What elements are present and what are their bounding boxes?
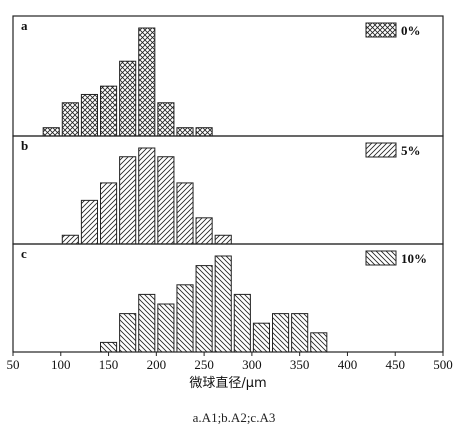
x-tick-label-100: 100 [51, 357, 71, 372]
x-tick-label-500: 500 [433, 357, 453, 372]
panel-label-c: c [21, 246, 27, 261]
x-tick-label-450: 450 [385, 357, 405, 372]
bar-b-270 [214, 234, 232, 245]
bar-b-230 [176, 182, 194, 245]
panel-a: a 0% [12, 15, 444, 137]
bar-a-110 [61, 102, 79, 137]
panel-label-b: b [21, 138, 28, 153]
bar-b-250 [195, 217, 213, 245]
bar-c-150 [100, 341, 118, 353]
bar-c-210 [157, 303, 175, 353]
panel-c: c 10% [12, 243, 444, 353]
bar-c-330 [272, 313, 290, 353]
legend-swatch-c [365, 250, 397, 266]
bar-a-250 [195, 127, 213, 137]
bar-c-190 [138, 293, 156, 353]
x-axis: 50 100 150 200 250 300 350 400 450 500 [7, 352, 453, 372]
histogram-figure: a 0% b 5% c 10% 50 100 150 200 250 300 350 400 450 500… [7, 15, 453, 391]
panel-b: b 5% [12, 135, 444, 245]
bar-b-150 [100, 182, 118, 245]
bar-a-170 [119, 60, 137, 137]
legend-label-c: 10% [401, 251, 427, 266]
legend-label-b: 5% [401, 143, 421, 158]
bar-c-290 [233, 293, 251, 353]
bar-c-270 [214, 255, 232, 353]
bar-c-350 [291, 313, 309, 353]
bar-a-190 [138, 27, 156, 137]
x-tick-label-400: 400 [338, 357, 358, 372]
x-tick-label-200: 200 [147, 357, 167, 372]
bar-a-230 [176, 127, 194, 137]
figure-caption: a.A1;b.A2;c.A3 [192, 410, 276, 425]
bar-b-110 [61, 234, 79, 245]
x-tick-label-350: 350 [290, 357, 310, 372]
bar-c-250 [195, 265, 213, 353]
bar-c-310 [252, 322, 270, 353]
x-axis-label: 微球直径/μm [189, 376, 266, 391]
bar-c-370 [310, 332, 328, 353]
x-tick-label-300: 300 [242, 357, 262, 372]
bar-a-210 [157, 102, 175, 137]
x-tick-label-150: 150 [99, 357, 119, 372]
bar-a-90 [42, 127, 60, 137]
bar-b-210 [157, 156, 175, 245]
legend-swatch-b [365, 142, 397, 158]
panel-label-a: a [21, 18, 28, 33]
bar-c-170 [119, 313, 137, 353]
bar-b-190 [138, 147, 156, 245]
bar-c-230 [176, 284, 194, 353]
x-tick-label-50: 50 [7, 357, 20, 372]
bar-a-130 [80, 93, 98, 137]
panel-frame-c [12, 243, 444, 353]
bar-b-130 [80, 199, 98, 245]
bar-b-170 [119, 156, 137, 245]
legend-label-a: 0% [401, 23, 421, 38]
legend-swatch-a [365, 22, 397, 38]
bar-a-150 [100, 85, 118, 137]
x-tick-label-250: 250 [194, 357, 214, 372]
